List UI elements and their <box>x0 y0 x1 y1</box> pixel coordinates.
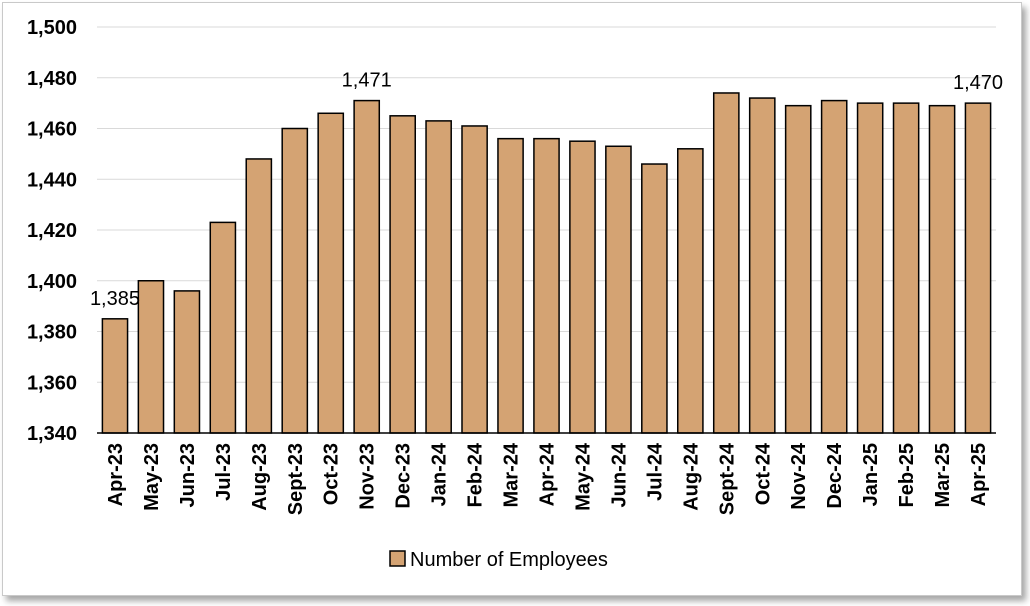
bar-feb-25 <box>892 102 920 434</box>
x-tick-label: May-23 <box>141 443 163 511</box>
x-tick-label: Jul-23 <box>213 443 235 501</box>
x-tick-label: Jul-24 <box>644 442 666 501</box>
bar-jan-25 <box>856 102 884 434</box>
bar-may-23 <box>137 280 165 434</box>
bar-mar-25 <box>928 104 956 434</box>
bar-may-24 <box>569 140 596 434</box>
bar-sept-24 <box>712 92 740 434</box>
y-tick-label: 1,480 <box>27 68 77 90</box>
data-label-apr-23: 1,385 <box>90 288 140 310</box>
y-tick-label: 1,460 <box>27 119 77 141</box>
bar-sept-23 <box>281 127 309 434</box>
x-tick-label: Dec-23 <box>393 443 415 509</box>
bar-apr-23 <box>101 318 129 434</box>
y-tick-label: 1,360 <box>27 372 77 394</box>
x-tick-label: Jan-25 <box>860 443 882 506</box>
x-tick-label: Apr-23 <box>105 443 127 506</box>
bar-dec-24 <box>820 99 848 434</box>
bar-nov-24 <box>784 104 812 434</box>
x-tick-label: Aug-23 <box>249 443 271 511</box>
x-tick-label: Sept-24 <box>716 442 738 515</box>
bar-jul-23 <box>209 221 237 434</box>
x-tick-label: Nov-24 <box>788 442 810 510</box>
bar-aug-23 <box>245 158 273 434</box>
x-tick-label: Sept-23 <box>285 443 307 515</box>
x-tick-label: Dec-24 <box>824 442 846 508</box>
bar-mar-24 <box>497 137 524 434</box>
bar-apr-24 <box>533 137 560 434</box>
data-label-apr-25: 1,470 <box>953 72 1003 94</box>
x-tick-label: Oct-24 <box>752 442 774 505</box>
x-tick-label: May-24 <box>572 442 594 511</box>
x-tick-label: Mar-24 <box>501 442 523 507</box>
legend-label: Number of Employees <box>410 549 608 571</box>
bar-oct-24 <box>748 97 776 434</box>
x-tick-label: Jan-24 <box>429 442 451 506</box>
x-tick-label: Nov-23 <box>357 443 379 510</box>
x-tick-label: Oct-23 <box>321 443 343 505</box>
bar-feb-24 <box>461 125 488 434</box>
y-axis-ticks: 1,340 1,360 1,380 1,400 1,420 1,440 1,460 1,480… <box>27 17 77 445</box>
x-tick-label: Apr-25 <box>968 443 990 506</box>
x-tick-label: Jun-23 <box>177 443 199 507</box>
x-axis-ticks: Apr-23 May-23 Jun-23 Jul-23 Aug-23 Sept-23 Oct… <box>105 442 990 515</box>
data-labels: 1,385 1,471 1,470 <box>90 70 1003 310</box>
bar-jan-24 <box>425 120 452 434</box>
bar-apr-25 <box>964 102 992 434</box>
bar-nov-23 <box>353 99 381 434</box>
y-tick-label: 1,420 <box>27 220 77 242</box>
y-tick-label: 1,400 <box>27 271 77 293</box>
bar-jun-23 <box>173 290 201 434</box>
legend: Number of Employees <box>389 549 608 571</box>
x-tick-label: Aug-24 <box>680 442 702 511</box>
y-tick-label: 1,340 <box>27 423 77 445</box>
y-tick-label: 1,380 <box>27 322 77 344</box>
bar-oct-23 <box>317 112 345 434</box>
x-tick-label: Jun-24 <box>608 442 630 507</box>
x-tick-label: Apr-24 <box>537 442 559 506</box>
y-tick-label: 1,500 <box>27 17 77 39</box>
bar-jul-24 <box>641 163 668 434</box>
x-tick-label: Mar-25 <box>932 443 954 507</box>
y-tick-label: 1,440 <box>27 169 77 191</box>
bar-aug-24 <box>677 148 704 434</box>
x-tick-label: Feb-24 <box>465 442 487 507</box>
bars <box>101 92 992 434</box>
bar-jun-24 <box>605 145 632 434</box>
legend-swatch <box>389 550 406 567</box>
data-label-nov-23: 1,471 <box>342 70 392 92</box>
x-tick-label: Feb-25 <box>896 443 918 507</box>
bar-dec-23 <box>389 115 416 434</box>
